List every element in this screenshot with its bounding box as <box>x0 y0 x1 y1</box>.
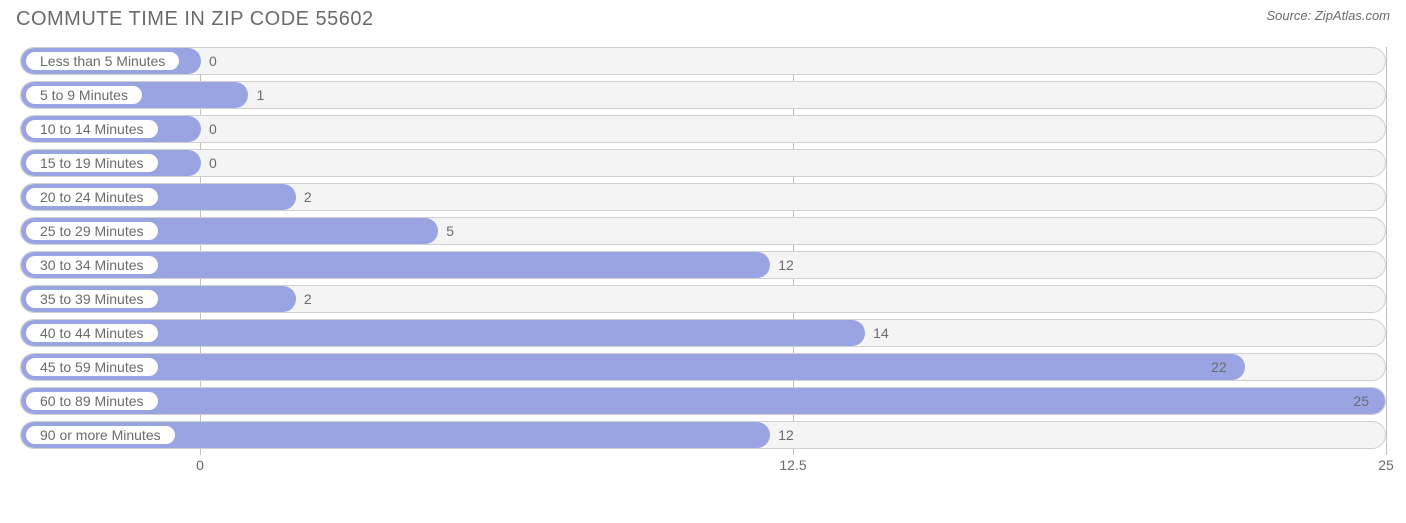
x-tick-label: 0 <box>196 457 204 473</box>
category-pill: 45 to 59 Minutes <box>25 357 159 377</box>
category-pill: 15 to 19 Minutes <box>25 153 159 173</box>
value-label: 5 <box>438 218 462 244</box>
category-pill: 10 to 14 Minutes <box>25 119 159 139</box>
chart-row: 60 to 89 Minutes 25 <box>20 387 1386 415</box>
chart-source: Source: ZipAtlas.com <box>1266 8 1390 23</box>
chart-row: 40 to 44 Minutes 14 <box>20 319 1386 347</box>
chart-rows: Less than 5 Minutes 0 5 to 9 Minutes 1 10 to… <box>20 47 1386 449</box>
chart-row: 15 to 19 Minutes 0 <box>20 149 1386 177</box>
category-pill: Less than 5 Minutes <box>25 51 180 71</box>
category-pill: 20 to 24 Minutes <box>25 187 159 207</box>
category-pill: 90 or more Minutes <box>25 425 176 445</box>
category-pill: 30 to 34 Minutes <box>25 255 159 275</box>
category-pill: 25 to 29 Minutes <box>25 221 159 241</box>
gridline <box>1386 47 1387 455</box>
bar <box>21 388 1386 414</box>
chart-row: 30 to 34 Minutes 12 <box>20 251 1386 279</box>
x-tick-label: 25 <box>1378 457 1394 473</box>
value-label: 0 <box>201 48 225 74</box>
value-label: 2 <box>296 286 320 312</box>
chart-row: 20 to 24 Minutes 2 <box>20 183 1386 211</box>
bar <box>21 354 1245 380</box>
value-label: 22 <box>1203 354 1235 380</box>
category-pill: 5 to 9 Minutes <box>25 85 143 105</box>
value-label: 12 <box>770 422 802 448</box>
chart-row: 35 to 39 Minutes 2 <box>20 285 1386 313</box>
chart-row: 25 to 29 Minutes 5 <box>20 217 1386 245</box>
category-pill: 40 to 44 Minutes <box>25 323 159 343</box>
value-label: 0 <box>201 116 225 142</box>
value-label: 12 <box>770 252 802 278</box>
category-pill: 60 to 89 Minutes <box>25 391 159 411</box>
value-label: 14 <box>865 320 897 346</box>
plot-area: Less than 5 Minutes 0 5 to 9 Minutes 1 10 to… <box>20 47 1386 479</box>
x-axis: 012.525 <box>20 455 1386 479</box>
chart-row: 90 or more Minutes 12 <box>20 421 1386 449</box>
chart-title: COMMUTE TIME IN ZIP CODE 55602 <box>16 8 374 31</box>
value-label: 2 <box>296 184 320 210</box>
chart-row: 5 to 9 Minutes 1 <box>20 81 1386 109</box>
chart-row: Less than 5 Minutes 0 <box>20 47 1386 75</box>
category-pill: 35 to 39 Minutes <box>25 289 159 309</box>
value-label: 1 <box>248 82 272 108</box>
value-label: 0 <box>201 150 225 176</box>
chart-container: COMMUTE TIME IN ZIP CODE 55602 Source: Z… <box>0 0 1406 523</box>
chart-row: 10 to 14 Minutes 0 <box>20 115 1386 143</box>
chart-header: COMMUTE TIME IN ZIP CODE 55602 Source: Z… <box>12 8 1394 31</box>
x-tick-label: 12.5 <box>779 457 806 473</box>
chart-row: 45 to 59 Minutes 22 <box>20 353 1386 381</box>
value-label: 25 <box>1345 388 1377 414</box>
